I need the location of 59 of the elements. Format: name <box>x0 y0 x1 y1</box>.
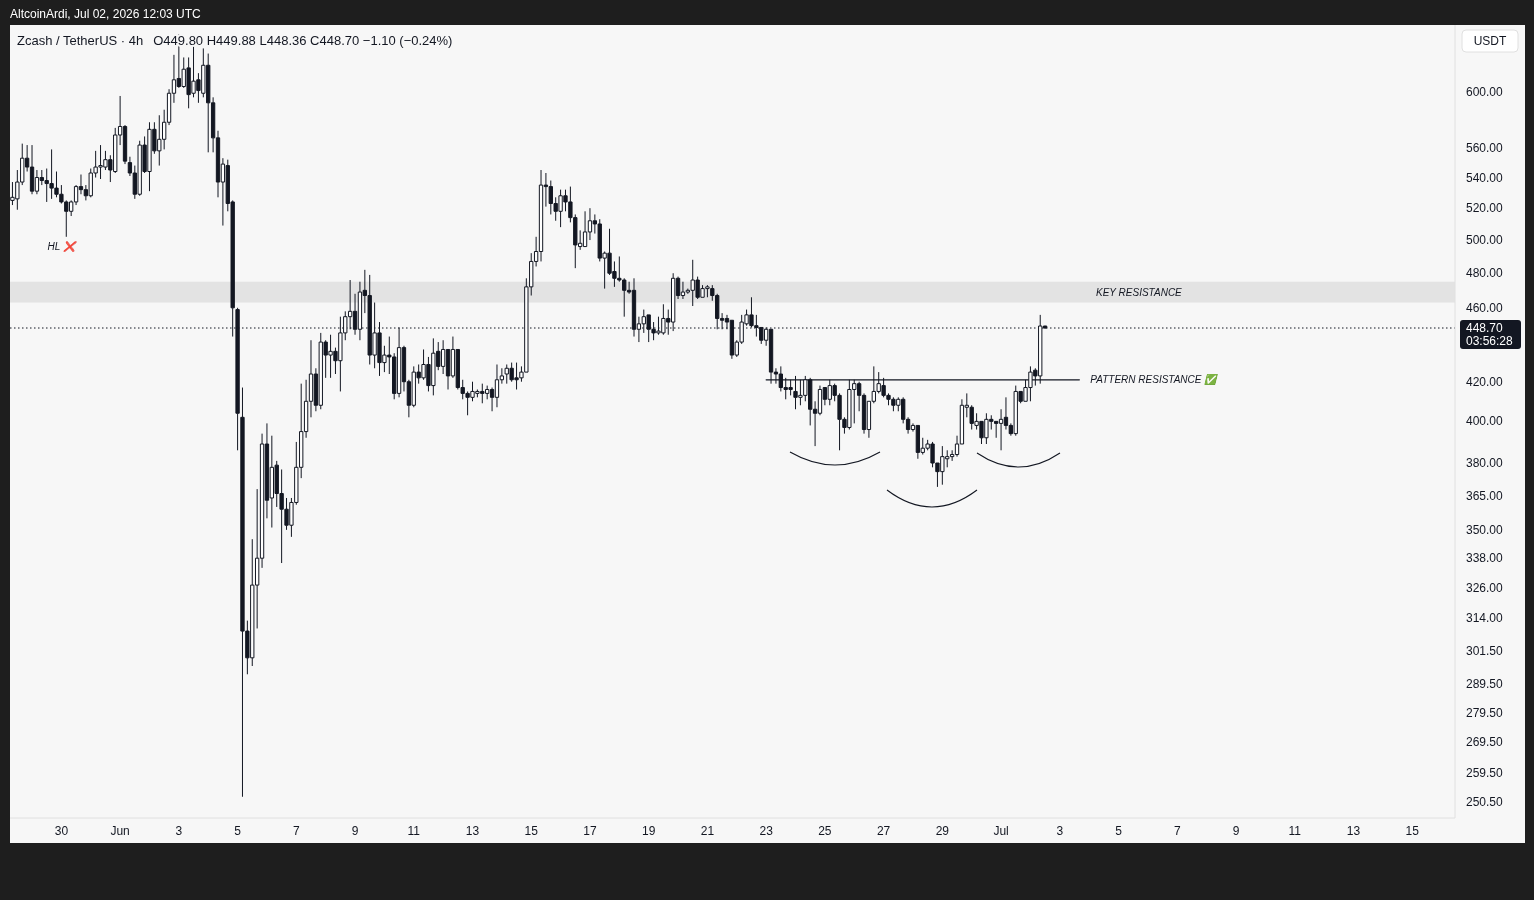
y-tick-label: 420.00 <box>1466 374 1504 389</box>
x-tick-label: 3 <box>1056 824 1064 838</box>
band-label: KEY RESISTANCE <box>1096 286 1183 298</box>
candlestick <box>494 363 500 408</box>
x-tick-label: 9 <box>1232 824 1240 838</box>
x-tick-label: 9 <box>351 824 359 838</box>
y-tick-label: 400.00 <box>1466 414 1504 429</box>
candlestick <box>582 210 588 248</box>
x-tick-label: 5 <box>1115 824 1123 838</box>
candlestick <box>538 169 544 262</box>
y-tick-label: 380.00 <box>1466 456 1504 471</box>
x-tick-label: 27 <box>876 824 891 838</box>
x-tick-label: 7 <box>1173 824 1181 838</box>
x-tick-label: 13 <box>465 824 480 838</box>
y-tick-label: 365.00 <box>1466 488 1504 503</box>
annotation: HL ❌ <box>47 240 78 254</box>
x-tick-label: 29 <box>935 824 950 838</box>
y-tick-label: 301.50 <box>1466 644 1504 659</box>
x-tick-label: 5 <box>234 824 242 838</box>
candlestick <box>680 281 686 300</box>
candlestick <box>396 326 402 398</box>
y-tick-label: 520.00 <box>1466 201 1504 216</box>
x-tick-label: 19 <box>642 824 656 838</box>
y-tick-label: 600.00 <box>1466 84 1504 99</box>
y-tick-label: 460.00 <box>1466 300 1504 315</box>
x-tick-label: Jul <box>993 824 1009 838</box>
y-tick-label: 500.00 <box>1466 233 1504 248</box>
x-tick-label: Jun <box>110 824 130 838</box>
y-tick-label: 338.00 <box>1466 551 1504 566</box>
text: Zcash / TetherUS · 4h <box>17 32 144 48</box>
text: AltcoinArdi, Jul 02, 2026 12:03 UTC <box>10 7 202 21</box>
x-tick-label: 11 <box>1288 824 1302 838</box>
x-tick-label: 15 <box>524 824 539 838</box>
x-tick-label: 11 <box>407 824 421 838</box>
x-tick-label: 23 <box>759 824 774 838</box>
x-tick-label: 21 <box>700 824 715 838</box>
y-tick-label: 326.00 <box>1466 580 1504 595</box>
y-tick-label: 259.50 <box>1466 765 1504 780</box>
y-tick-label: 480.00 <box>1466 266 1504 281</box>
y-tick-label: 540.00 <box>1466 170 1504 185</box>
series-label: PATTERN RESISTANCE ✅ <box>1090 373 1220 387</box>
y-axis-title: USDT <box>1473 34 1507 48</box>
candlestick <box>29 144 35 195</box>
ref-line-label: 448.70 03:56:28 <box>1466 321 1514 349</box>
y-tick-label: 350.00 <box>1466 522 1504 537</box>
x-tick-label: 25 <box>818 824 832 838</box>
x-tick-label: 7 <box>292 824 300 838</box>
y-tick-label: 279.50 <box>1466 705 1504 720</box>
y-tick-label: 289.50 <box>1466 677 1504 692</box>
y-tick-label: 269.50 <box>1466 735 1504 750</box>
candlestick <box>915 424 921 460</box>
x-tick-label: 17 <box>583 824 597 838</box>
x-tick-label: 30 <box>54 824 69 838</box>
y-tick-label: 560.00 <box>1466 140 1504 155</box>
y-tick-label: 250.50 <box>1466 794 1504 809</box>
x-tick-label: 13 <box>1346 824 1361 838</box>
x-tick-label: 3 <box>175 824 183 838</box>
y-tick-label: 314.00 <box>1466 611 1504 626</box>
x-tick-label: 15 <box>1405 824 1420 838</box>
